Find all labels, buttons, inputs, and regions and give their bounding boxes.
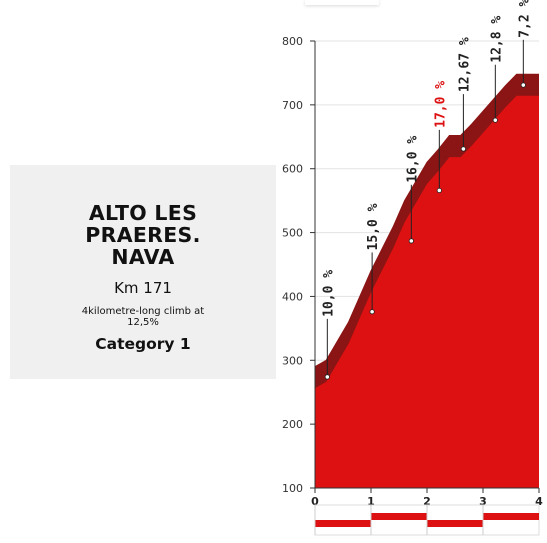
- segment-bar-layer: [314, 504, 540, 536]
- gradient-label: 12,8 %: [489, 16, 504, 63]
- profile-ridge: [315, 74, 539, 391]
- gradient-marker: [436, 187, 442, 194]
- axis-layer: 100 200 300 400 500 600 700 800 0 1 2 3 4: [282, 35, 543, 508]
- y-tick-label: 800: [282, 35, 303, 48]
- x-tick-label: 1: [367, 495, 375, 508]
- climb-info-card: ALTO LES PRAERES. NAVA Km 171 4kilometre…: [10, 165, 276, 379]
- climb-description: 4kilometre-long climb at 12,5%: [81, 306, 205, 328]
- gradient-label: 16,0 %: [405, 136, 420, 183]
- gradient-label: 7,2 %: [517, 0, 532, 38]
- gradient-marker: [520, 82, 526, 88]
- segment-bar: [371, 513, 427, 520]
- x-tick-label: 2: [423, 495, 431, 508]
- y-tick-label: 700: [282, 99, 303, 112]
- profile-area: [315, 95, 539, 488]
- y-tick-label: 600: [282, 163, 303, 176]
- gradient-label-layer: 10,0 % 15,0 % 16,0 % 17,0 % 12,67 % 12,8 % 7,2…: [321, 0, 532, 380]
- gradient-marker: [492, 117, 498, 123]
- gradient-marker: [324, 374, 330, 380]
- gradient-label: 12,67 %: [457, 37, 472, 92]
- gradient-label: 17,0 %: [433, 81, 448, 128]
- y-tick-label: 300: [282, 354, 303, 367]
- x-tick-label: 3: [479, 495, 487, 508]
- gradient-label: 15,0 %: [366, 203, 381, 250]
- profile-area-layer: [314, 73, 539, 488]
- gradient-marker: [408, 238, 414, 244]
- gradient-marker: [369, 309, 375, 315]
- profile-outline: [314, 73, 539, 368]
- x-tick-label: 4: [535, 495, 543, 508]
- segment-bar: [315, 520, 371, 527]
- segment-bar: [483, 513, 539, 520]
- y-tick-label: 500: [282, 227, 303, 240]
- y-tick-label: 200: [282, 418, 303, 431]
- y-tick-label: 400: [282, 290, 303, 303]
- top-tab: [305, 0, 379, 5]
- climb-name: ALTO LES PRAERES. NAVA: [85, 201, 201, 269]
- x-tick-label: 0: [311, 495, 319, 508]
- gradient-marker: [460, 146, 466, 152]
- climb-km: Km 171: [114, 279, 172, 297]
- y-tick-label: 100: [282, 482, 303, 495]
- climb-category: Category 1: [95, 335, 191, 353]
- segment-bar: [427, 520, 483, 527]
- gradient-label: 10,0 %: [321, 270, 336, 317]
